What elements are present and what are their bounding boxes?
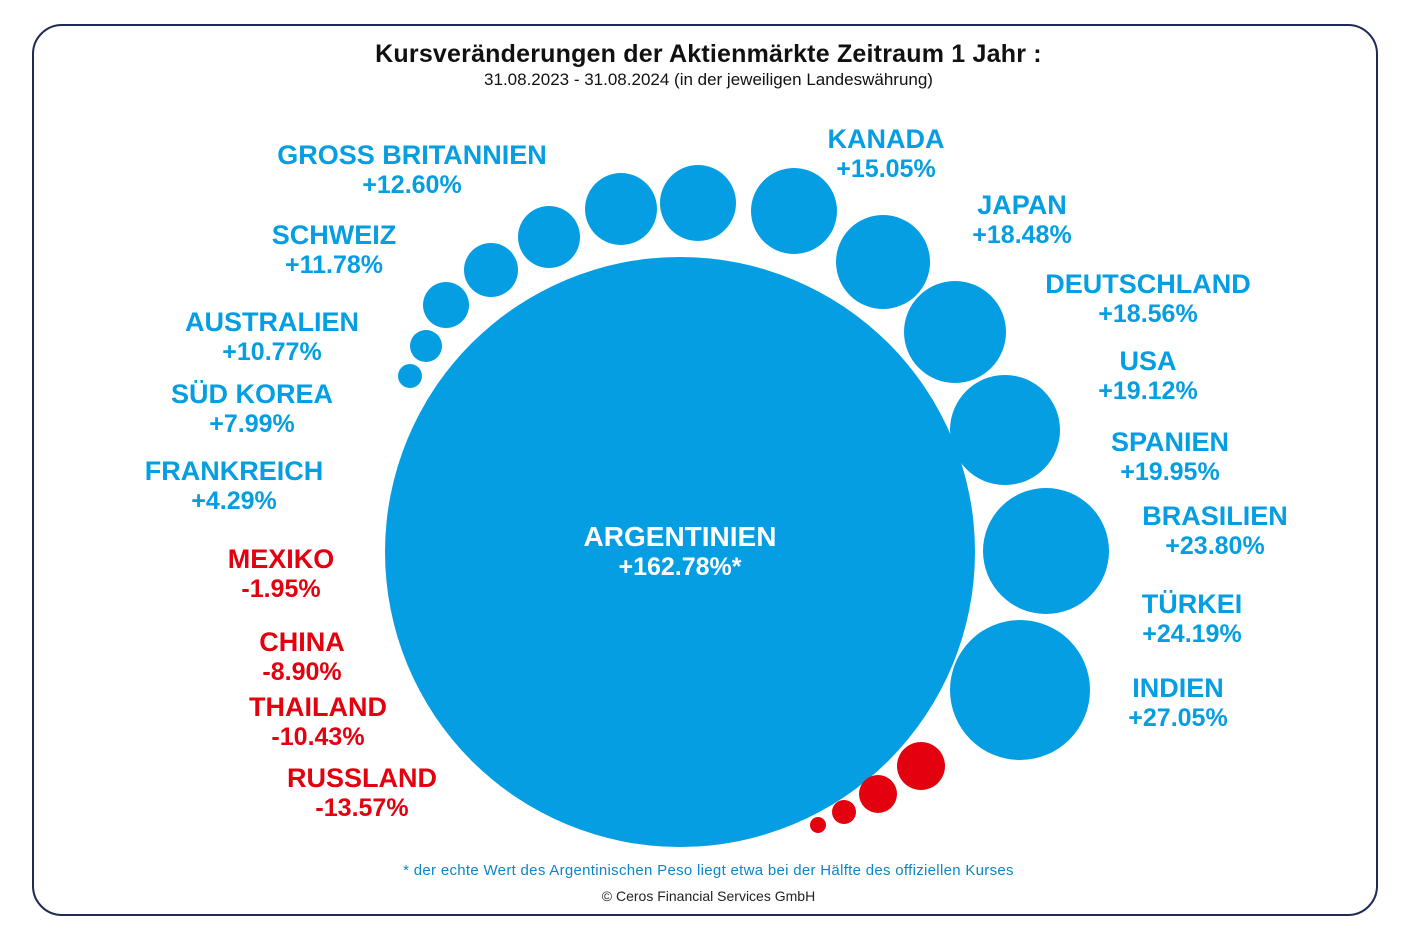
bubble-argentinien <box>385 257 975 847</box>
label-usa: USA +19.12% <box>1098 346 1197 406</box>
label-value: -10.43% <box>271 723 365 751</box>
label-name: USA <box>1119 346 1177 376</box>
label-name: INDIEN <box>1132 673 1224 703</box>
chart-frame <box>32 24 1378 916</box>
label-name: DEUTSCHLAND <box>1045 269 1251 299</box>
bubble-tuerkei <box>950 375 1060 485</box>
label-name: GROSS BRITANNIEN <box>277 140 547 170</box>
main-bubble-name: ARGENTINIEN <box>583 521 777 552</box>
bubble-usa <box>751 168 837 254</box>
label-value: +18.56% <box>1098 300 1198 328</box>
label-value: +24.19% <box>1142 620 1242 648</box>
footnote: * der echte Wert des Argentinischen Peso… <box>403 862 1014 879</box>
main-bubble-label: ARGENTINIEN +162.78%* <box>584 522 777 582</box>
label-tuerkei: TÜRKEI +24.19% <box>1142 589 1243 649</box>
label-indien: INDIEN +27.05% <box>1128 673 1227 733</box>
label-value: -8.90% <box>262 658 342 686</box>
main-bubble-value: +162.78%* <box>618 553 742 581</box>
bubble-russland-large <box>897 742 945 790</box>
copyright: © Ceros Financial Services GmbH <box>601 888 816 904</box>
label-spanien: SPANIEN +19.95% <box>1111 427 1229 487</box>
label-value: +15.05% <box>836 155 936 183</box>
bubble-deutschland <box>660 165 736 241</box>
label-value: +7.99% <box>209 410 295 438</box>
bubble-japan <box>585 173 657 245</box>
bubble-australien <box>410 330 442 362</box>
label-name: BRASILIEN <box>1142 501 1288 531</box>
bubble-spanien <box>836 215 930 309</box>
label-name: SPANIEN <box>1110 427 1230 457</box>
label-schweiz: SCHWEIZ +11.78% <box>272 220 397 280</box>
label-name: SÜD KOREA <box>170 379 334 409</box>
label-deutschland: DEUTSCHLAND +18.56% <box>1045 269 1251 329</box>
label-value: +11.78% <box>284 251 383 279</box>
label-sued-korea: SÜD KOREA +7.99% <box>171 379 333 439</box>
bubble-gross-britannien <box>464 243 518 297</box>
label-gross-britannien: GROSS BRITANNIEN +12.60% <box>277 140 547 200</box>
label-name: SCHWEIZ <box>271 220 397 250</box>
chart-title: Kursveränderungen der Aktienmärkte Zeitr… <box>375 40 1042 68</box>
bubble-brasilien <box>904 281 1006 383</box>
label-brasilien: BRASILIEN +23.80% <box>1142 501 1288 561</box>
label-value: +19.12% <box>1098 377 1198 405</box>
label-name: THAILAND <box>249 692 387 722</box>
label-value: +19.95% <box>1120 458 1220 486</box>
label-value: +12.60% <box>362 171 462 199</box>
label-australien: AUSTRALIEN +10.77% <box>185 307 359 367</box>
label-value: +10.77% <box>222 338 322 366</box>
label-value: -13.57% <box>315 794 409 822</box>
bubble-schweiz <box>423 282 469 328</box>
label-frankreich: FRANKREICH +4.29% <box>145 456 324 516</box>
label-name: CHINA <box>259 627 345 657</box>
label-russland: RUSSLAND -13.57% <box>287 763 437 823</box>
label-mexiko: MEXIKO -1.95% <box>228 544 335 604</box>
label-japan: JAPAN +18.48% <box>972 190 1071 250</box>
label-thailand: THAILAND -10.43% <box>249 692 387 752</box>
label-value: +4.29% <box>191 487 277 515</box>
label-china: CHINA -8.90% <box>259 627 345 687</box>
label-name: TÜRKEI <box>1141 589 1243 619</box>
label-value: +18.48% <box>972 221 1072 249</box>
bubble-sued-korea <box>398 364 422 388</box>
label-name: MEXIKO <box>227 544 335 574</box>
label-name: FRANKREICH <box>144 456 324 486</box>
bubble-kanada <box>518 206 580 268</box>
bubble-mexiko <box>950 620 1090 760</box>
chart-subtitle: 31.08.2023 - 31.08.2024 (in der jeweilig… <box>484 70 933 89</box>
bubble-russland <box>859 775 897 813</box>
label-name: AUSTRALIEN <box>185 307 359 337</box>
bubble-china <box>810 817 826 833</box>
label-kanada: KANADA +15.05% <box>828 124 945 184</box>
label-value: +27.05% <box>1128 704 1228 732</box>
label-value: +23.80% <box>1165 532 1265 560</box>
label-value: -1.95% <box>241 575 321 603</box>
label-name: JAPAN <box>977 190 1067 220</box>
label-name: KANADA <box>827 124 945 154</box>
bubble-indien <box>983 488 1109 614</box>
label-name: RUSSLAND <box>286 763 438 793</box>
bubble-thailand <box>832 800 856 824</box>
